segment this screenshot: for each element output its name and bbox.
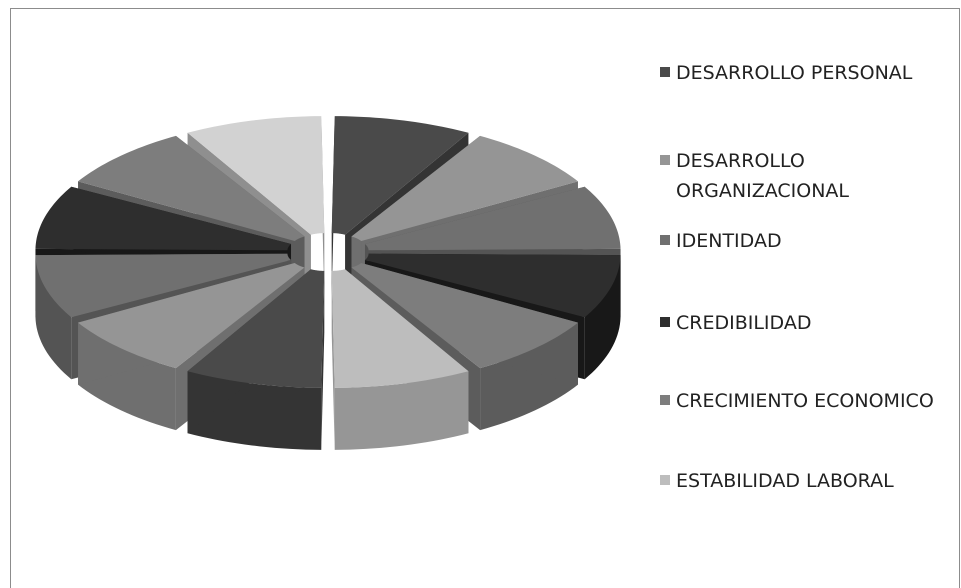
legend-swatch <box>660 235 670 245</box>
legend-item: DESARROLLO ORGANIZACIONAL <box>660 146 936 206</box>
slice-top <box>78 135 305 242</box>
slice-face <box>331 270 335 450</box>
slice-top <box>331 269 469 388</box>
slice-top <box>187 269 325 388</box>
legend-label: DESARROLLO PERSONAL <box>676 62 913 84</box>
slice-top <box>364 253 621 318</box>
slice-top <box>78 262 305 369</box>
legend-label: CRECIMIENTO ECONOMICO <box>676 390 934 412</box>
slice-top <box>187 116 325 235</box>
slice-top <box>35 186 292 251</box>
slice-face <box>321 270 325 450</box>
slice-top <box>351 262 578 369</box>
legend-label: CREDIBILIDAD <box>676 312 812 334</box>
slice-top <box>351 135 578 242</box>
legend-label: DESARROLLO ORGANIZACIONAL <box>676 150 849 202</box>
legend-swatch <box>660 155 670 165</box>
legend-item: IDENTIDAD <box>660 226 936 256</box>
slice-top <box>35 253 292 318</box>
legend-swatch <box>660 67 670 77</box>
legend-item: ESTABILIDAD LABORAL <box>660 466 936 496</box>
slice-top <box>364 186 621 251</box>
pie-slice <box>331 269 469 450</box>
slice-top <box>331 116 469 235</box>
legend-item: CREDIBILIDAD <box>660 308 936 338</box>
legend-item: DESARROLLO PERSONAL <box>660 58 936 88</box>
legend-swatch <box>660 395 670 405</box>
slice-side <box>35 255 72 380</box>
slice-side <box>584 255 621 380</box>
legend-swatch <box>660 475 670 485</box>
legend-label: IDENTIDAD <box>676 230 782 252</box>
legend-swatch <box>660 317 670 327</box>
legend-label: ESTABILIDAD LABORAL <box>676 470 894 492</box>
pie-slice <box>187 269 325 450</box>
legend-item: CRECIMIENTO ECONOMICO <box>660 386 936 416</box>
